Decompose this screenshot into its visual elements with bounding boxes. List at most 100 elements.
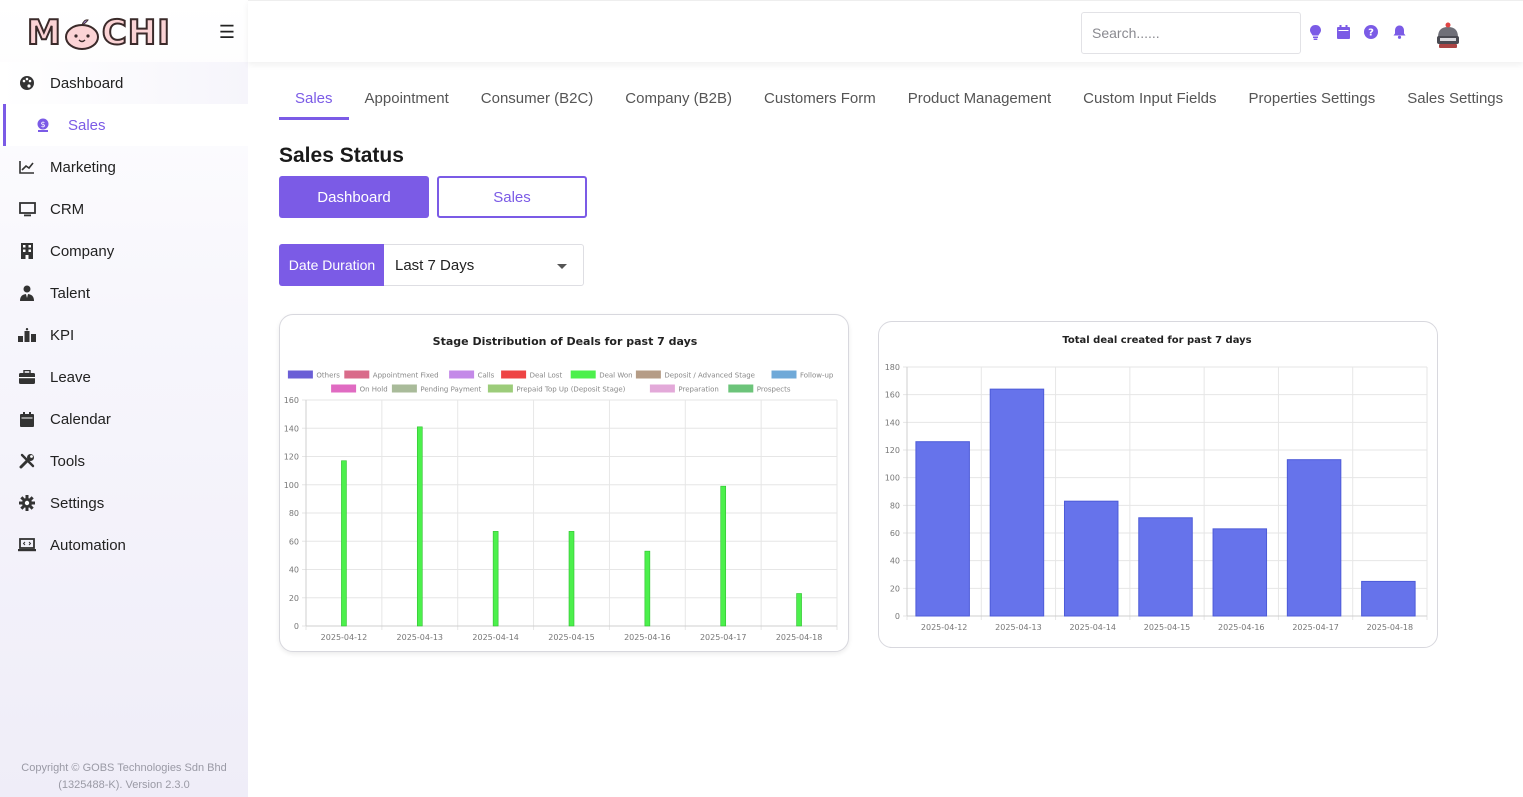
top-header: ? (248, 0, 1523, 62)
y-tick-label: 60 (289, 537, 299, 546)
avatar[interactable] (1434, 21, 1462, 49)
logo-text-right: CHI (101, 12, 171, 54)
sales-button[interactable]: Sales (437, 176, 587, 218)
date-duration-label: Date Duration (279, 244, 385, 286)
sidebar-item-settings[interactable]: Settings (0, 482, 248, 524)
sidebar: M CHI ☰ Dashboard (0, 0, 248, 797)
x-tick-label: 2025-04-14 (1069, 623, 1116, 632)
sidebar-item-leave[interactable]: Leave (0, 356, 248, 398)
sidebar-item-label: Dashboard (50, 74, 124, 92)
bar-total-deals (989, 388, 1045, 617)
gear-icon (18, 494, 36, 512)
search-input[interactable] (1081, 12, 1301, 54)
stage-distribution-chart: Stage Distribution of Deals for past 7 d… (284, 335, 838, 642)
briefcase-icon (18, 368, 36, 386)
sidebar-item-kpi[interactable]: KPI (0, 314, 248, 356)
help-icon[interactable]: ? (1364, 24, 1378, 40)
legend-swatch (391, 384, 417, 393)
ranking-icon (18, 326, 36, 344)
legend-label: Deal Lost (530, 372, 563, 380)
sidebar-item-automation[interactable]: Automation (0, 524, 248, 566)
user-tie-icon (18, 284, 36, 302)
total-deals-chart: Total deal created for past 7 days 0 20 40 6… (885, 335, 1428, 632)
legend-label: Deposit / Advanced Stage (664, 372, 755, 380)
logo-text-left: M (26, 12, 62, 54)
mochi-face-icon (64, 17, 100, 50)
chart-title: Total deal created for past 7 days (1062, 335, 1251, 346)
bar-total-deals (915, 441, 970, 617)
legend-swatch (344, 370, 370, 379)
sidebar-item-label: Leave (50, 368, 91, 386)
y-tick-label: 120 (284, 453, 299, 462)
x-tick-label: 2025-04-17 (700, 633, 747, 642)
y-tick-label: 40 (890, 557, 900, 566)
caret-down-icon (557, 264, 567, 269)
lightbulb-icon[interactable] (1308, 24, 1322, 40)
legend-label: Deal Won (599, 372, 632, 380)
copyright-line-2: (1325488-K). Version 2.3.0 (58, 779, 190, 791)
svg-text:$: $ (40, 120, 45, 129)
menu-toggle-icon[interactable]: ☰ (218, 22, 236, 42)
tab-properties-settings[interactable]: Properties Settings (1248, 90, 1376, 107)
x-tick-label: 2025-04-15 (548, 633, 595, 642)
bar-deal-won (416, 426, 423, 627)
chart-title: Stage Distribution of Deals for past 7 d… (433, 335, 698, 348)
y-tick-label: 0 (895, 612, 900, 621)
y-tick-label: 140 (284, 424, 299, 433)
sidebar-item-talent[interactable]: Talent (0, 272, 248, 314)
calendar-icon[interactable] (1336, 24, 1350, 40)
line-chart-icon (18, 158, 36, 176)
sidebar-item-crm[interactable]: CRM (0, 188, 248, 230)
y-tick-label: 140 (885, 418, 900, 427)
sidebar-item-label: Company (50, 242, 115, 260)
sidebar-item-sales[interactable]: $ Sales (0, 104, 248, 146)
sidebar-item-company[interactable]: Company (0, 230, 248, 272)
y-tick-label: 80 (890, 501, 900, 510)
legend-label: Calls (478, 372, 495, 380)
sidebar-item-tools[interactable]: Tools (0, 440, 248, 482)
y-tick-label: 80 (289, 509, 299, 518)
y-tick-label: 0 (294, 622, 299, 631)
stage-distribution-chart-card: Stage Distribution of Deals for past 7 d… (279, 314, 849, 652)
tab-consumer-b2c[interactable]: Consumer (B2C) (480, 90, 594, 107)
sidebar-item-label: Calendar (50, 410, 111, 428)
legend-label: Follow-up (800, 372, 834, 380)
tab-product-management[interactable]: Product Management (907, 90, 1052, 107)
legend-swatch (487, 384, 513, 393)
mochi-logo[interactable]: M CHI (26, 12, 171, 54)
header-icons: ? (1308, 24, 1406, 40)
sidebar-item-marketing[interactable]: Marketing (0, 146, 248, 188)
legend-swatch (501, 370, 527, 379)
bar-deal-won (568, 531, 575, 627)
tab-company-b2b[interactable]: Company (B2B) (625, 90, 733, 107)
date-duration-select[interactable]: Last 7 Days (384, 244, 584, 286)
bar-total-deals (1138, 517, 1193, 617)
legend-swatch (331, 384, 357, 393)
sidebar-item-calendar[interactable]: Calendar (0, 398, 248, 440)
tab-custom-input-fields[interactable]: Custom Input Fields (1083, 90, 1217, 107)
legend-label: Prepaid Top Up (Deposit Stage) (516, 386, 625, 394)
sidebar-item-label: Tools (50, 452, 86, 470)
x-tick-label: 2025-04-18 (776, 633, 823, 642)
sidebar-item-dashboard[interactable]: Dashboard (0, 62, 248, 104)
x-tick-label: 2025-04-13 (995, 623, 1042, 632)
bell-icon[interactable] (1392, 24, 1406, 40)
legend-swatch (570, 370, 596, 379)
bar-deal-won (644, 550, 651, 627)
tab-appointment[interactable]: Appointment (364, 90, 449, 107)
total-deals-chart-card: Total deal created for past 7 days 0 20 40 6… (878, 321, 1438, 648)
x-tick-label: 2025-04-16 (1218, 623, 1265, 632)
sidebar-item-label: CRM (50, 200, 85, 218)
sidebar-item-label: Sales (68, 116, 106, 134)
sidebar-item-label: Automation (50, 536, 126, 554)
dashboard-button[interactable]: Dashboard (279, 176, 429, 218)
tab-sales[interactable]: Sales (279, 84, 349, 120)
calendar-icon (18, 410, 36, 428)
y-tick-label: 160 (885, 391, 900, 400)
legend-swatch (649, 384, 675, 393)
bar-deal-won (720, 485, 727, 627)
tab-sales-settings[interactable]: Sales Settings (1407, 90, 1504, 107)
y-tick-label: 60 (890, 529, 900, 538)
tab-customers-form[interactable]: Customers Form (764, 90, 876, 107)
